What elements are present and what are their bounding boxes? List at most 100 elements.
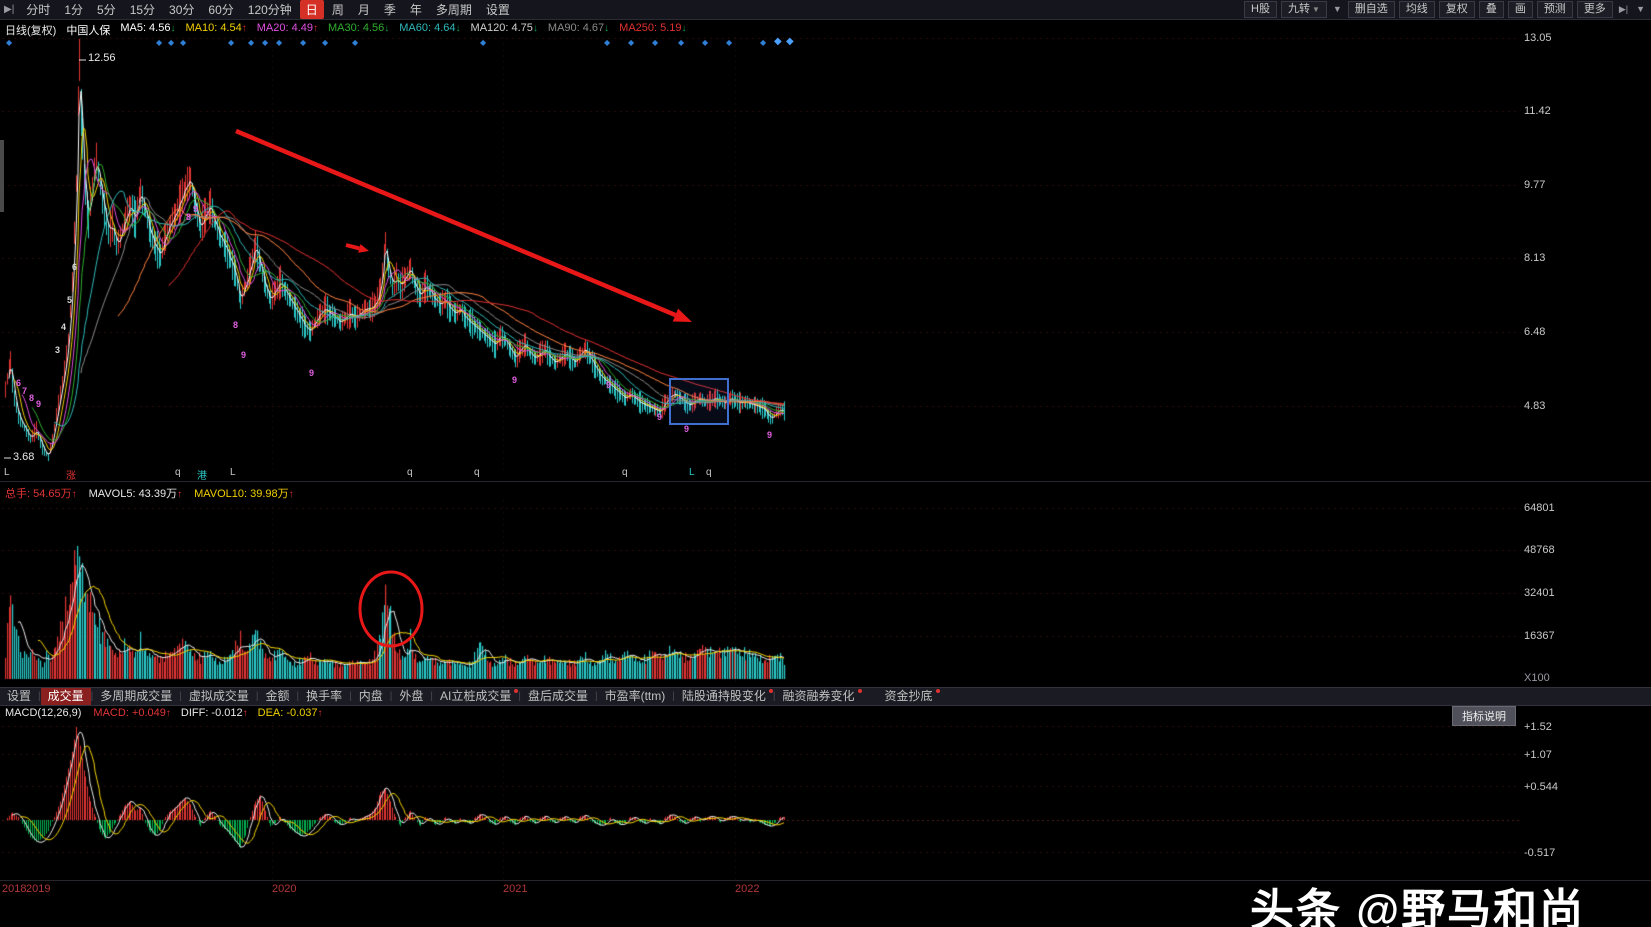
pane-divider-bottom — [0, 880, 1651, 881]
macd-axis-label--0.517: -0.517 — [1524, 847, 1556, 860]
arrow-up-icon: ↑ — [242, 708, 248, 719]
timeframe-button-季[interactable]: 季 — [383, 3, 396, 17]
toolbar-button-更多[interactable]: 更多 — [1576, 1, 1613, 18]
tab-divider: | — [389, 691, 393, 702]
timeframe-button-设置[interactable]: 设置 — [485, 3, 510, 17]
indicator-help-button[interactable]: 指标说明 — [1452, 706, 1516, 726]
tab-divider: | — [255, 691, 259, 702]
volume-header-value-1: MAVOL5: 43.39万↑ — [88, 488, 183, 500]
toolbar-button-▼[interactable]: ▼ — [1332, 4, 1342, 14]
td-sequence-digit: 4 — [61, 322, 67, 332]
tab-divider: | — [38, 691, 41, 702]
timeframe-button-1分[interactable]: 1分 — [64, 3, 83, 17]
volume-header: 总手: 54.65万↑ MAVOL5: 43.39万↑ MAVOL10: 39.98… — [5, 485, 294, 501]
td-sequence-digit: 8 — [29, 393, 35, 403]
toolbar-button-画[interactable]: 画 — [1507, 1, 1533, 18]
td-sequence-digit: 9 — [193, 204, 199, 214]
arrow-up-icon: ↑ — [177, 489, 183, 500]
toolbar-button-均线[interactable]: 均线 — [1398, 1, 1435, 18]
tab-divider: | — [179, 691, 182, 702]
macd-header: MACD(12,26,9) MACD: +0.049↑ DIFF: -0.012↑… — [5, 707, 323, 719]
event-diamond-icon: ◆ — [628, 38, 635, 47]
tab-虚拟成交量[interactable]: 虚拟成交量 — [188, 689, 249, 703]
toolbar-button-▶|[interactable]: ▶| — [1618, 4, 1629, 14]
event-diamond-icon: ◆ — [300, 38, 307, 47]
ma-value-7: MA250: 5.19↓ — [619, 22, 687, 34]
tab-外盘[interactable]: 外盘 — [399, 689, 424, 703]
price-axis-label-9.77: 9.77 — [1524, 178, 1546, 191]
toolbar-button-H股[interactable]: H股 — [1244, 1, 1277, 18]
tab-divider: | — [672, 691, 675, 702]
td-sequence-digit: 8 — [186, 212, 192, 222]
td-sequence-digit: 9 — [512, 375, 518, 385]
indicator-tab-bar: 设置 | 成交量 | 多周期成交量 | 虚拟成交量 | 金额 | 换手率 | 内盘 | 外盘 | AI立桩成交量… — [0, 687, 1651, 706]
tab-换手率[interactable]: 换手率 — [306, 689, 343, 703]
timeframe-button-多周期[interactable]: 多周期 — [435, 3, 472, 17]
timeframe-button-周[interactable]: 周 — [331, 3, 344, 17]
arrow-up-icon: ↑ — [71, 489, 77, 500]
toolbar-button-▼[interactable]: ▼ — [1636, 4, 1645, 14]
new-badge — [857, 689, 862, 693]
tab-市盈率(ttm)[interactable]: 市盈率(ttm) — [604, 689, 666, 703]
tab-融资融券变化[interactable]: 融资融券变化 — [775, 688, 862, 705]
event-diamond-icon: ◆ — [248, 38, 255, 47]
toolbar-button-复权[interactable]: 复权 — [1438, 1, 1475, 18]
td-sequence-digit: 9 — [767, 430, 773, 440]
new-badge — [768, 689, 773, 693]
pane-divider — [0, 481, 1651, 482]
symbol-name: 中国人保 — [66, 25, 111, 37]
arrow-up-icon: ↑ — [317, 708, 323, 719]
toolbar-button-九转[interactable]: 九转 ▼ — [1280, 1, 1327, 18]
tab-陆股通持股变化[interactable]: 陆股通持股变化 — [675, 688, 773, 705]
tab-盘后成交量[interactable]: 盘后成交量 — [527, 689, 588, 703]
tab-设置[interactable]: 设置 — [7, 689, 32, 703]
tab-内盘[interactable]: 内盘 — [358, 689, 383, 703]
timeframe-button-日[interactable]: 日 — [299, 0, 324, 19]
timeframe-button-年[interactable]: 年 — [409, 3, 422, 17]
left-scrollbar[interactable] — [0, 140, 4, 212]
timeframe-button-15分[interactable]: 15分 — [129, 3, 156, 17]
arrow-up-icon: ↑ — [288, 489, 294, 500]
volume-axis-label-48768: 48768 — [1524, 544, 1555, 557]
event-marker-港-3: 港 — [197, 471, 207, 482]
timeframe-button-5分[interactable]: 5分 — [97, 3, 116, 17]
ma-values-group: MA5: 4.56↓ MA10: 4.54↑ MA20: 4.49↑ MA30: 4.… — [120, 22, 686, 38]
macd-axis-label-+1.52: +1.52 — [1524, 720, 1552, 733]
event-diamond-icon: ◆ — [726, 38, 733, 47]
event-marker-q-5: q — [407, 467, 413, 478]
tab-多周期成交量[interactable]: 多周期成交量 — [100, 689, 173, 703]
tab-divider: | — [349, 691, 352, 702]
tab-成交量[interactable]: 成交量 — [40, 688, 91, 705]
timeframe-group: 分时 1分 5分 15分 30分 60分 120分钟日周月季年多周期 设置 — [20, 0, 516, 19]
timeframe-button-月[interactable]: 月 — [357, 3, 370, 17]
event-diamond-icon: ◆ — [168, 38, 175, 47]
tab-金额[interactable]: 金额 — [265, 689, 290, 703]
toolbar-button-叠[interactable]: 叠 — [1478, 1, 1504, 18]
td-sequence-digit: 9 — [36, 399, 42, 409]
arrow-up-icon: ↑ — [241, 23, 247, 34]
toolbar-button-删自选[interactable]: 删自选 — [1347, 1, 1395, 18]
arrow-down-icon: ↓ — [384, 23, 390, 34]
timeframe-button-分时[interactable]: 分时 — [26, 3, 51, 17]
arrow-down-icon: ↓ — [170, 23, 176, 34]
timeframe-button-60分[interactable]: 60分 — [208, 3, 234, 17]
arrow-down-icon: ↓ — [455, 23, 461, 34]
event-diamond-icon-large: ◆ — [774, 36, 782, 47]
tab-资金抄底[interactable]: 资金抄底 — [878, 688, 940, 705]
price-axis-label-13.05: 13.05 — [1524, 32, 1552, 44]
timeframe-button-30分[interactable]: 30分 — [169, 3, 195, 17]
skip-icon[interactable]: ▶| — [4, 4, 15, 15]
event-diamond-icon: ◆ — [604, 38, 611, 47]
toolbar-button-预测[interactable]: 预测 — [1536, 1, 1573, 18]
watermark-handle: @野马和尚 — [1356, 886, 1586, 927]
td-sequence-digit: 3 — [55, 345, 61, 355]
x-axis-label-2021: 2021 — [503, 883, 528, 895]
low-price-label: 3.68 — [13, 451, 35, 463]
timeframe-button-120分钟[interactable]: 120分钟 — [247, 3, 292, 17]
tab-divider: | — [594, 691, 598, 702]
tab-AI立桩成交量[interactable]: AI立桩成交量 — [433, 688, 519, 705]
volume-axis-label-64801: 64801 — [1524, 501, 1555, 514]
price-axis-label-11.42: 11.42 — [1524, 104, 1551, 117]
